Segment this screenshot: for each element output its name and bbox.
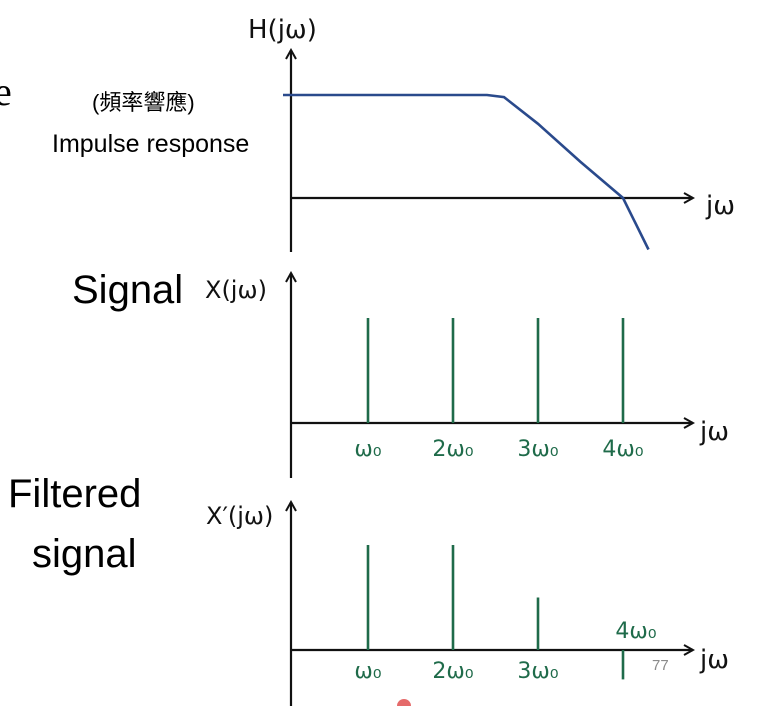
stray-edge-char: e xyxy=(0,69,12,114)
frequency-response-label: (頻率響應) xyxy=(92,90,195,115)
laser-pointer-dot xyxy=(397,699,411,706)
impulse-response-label: Impulse response xyxy=(52,130,250,158)
filtered-label-line2: signal xyxy=(32,532,137,576)
signal-tick-label-4: 4ω₀ xyxy=(602,437,643,462)
signal-label: Signal xyxy=(72,268,184,312)
filtered-tick-label-4: 4ω₀ xyxy=(615,619,656,644)
signal-tick-label-2: 2ω₀ xyxy=(432,437,473,462)
xp-jw-label: jω xyxy=(699,645,729,675)
filtered-label-line1: Filtered xyxy=(8,472,142,516)
filter-response-curve xyxy=(283,93,650,251)
signal-tick-label-1: ω₀ xyxy=(354,437,381,462)
x-axis-label: X(jω) xyxy=(205,276,267,304)
h-jw-label: jω xyxy=(705,191,735,221)
signal-tick-label-3: 3ω₀ xyxy=(517,437,558,462)
filtered-tick-label-3: 3ω₀ xyxy=(517,659,558,684)
filtered-tick-label-1: ω₀ xyxy=(354,659,381,684)
filtered-tick-label-2: 2ω₀ xyxy=(432,659,473,684)
page-number: 77 xyxy=(652,657,669,674)
h-axis-label: H(jω) xyxy=(248,15,317,45)
xp-axis-label: X′(jω) xyxy=(206,502,273,530)
x-jw-label: jω xyxy=(699,417,729,447)
